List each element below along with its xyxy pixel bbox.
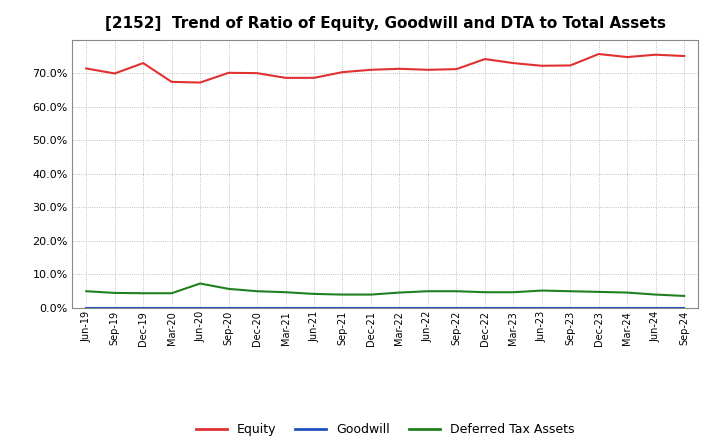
Deferred Tax Assets [452,289,461,294]
Deferred Tax Assets [282,290,290,295]
Equity [196,80,204,85]
Equity [652,52,660,57]
Deferred Tax Assets [537,288,546,293]
Legend: Equity, Goodwill, Deferred Tax Assets: Equity, Goodwill, Deferred Tax Assets [191,418,580,440]
Goodwill [253,305,261,310]
Goodwill [537,305,546,310]
Equity [623,55,631,60]
Goodwill [338,305,347,310]
Goodwill [509,305,518,310]
Deferred Tax Assets [225,286,233,292]
Line: Deferred Tax Assets: Deferred Tax Assets [86,283,684,296]
Deferred Tax Assets [310,291,318,297]
Equity [167,79,176,84]
Deferred Tax Assets [566,289,575,294]
Goodwill [395,305,404,310]
Deferred Tax Assets [253,289,261,294]
Deferred Tax Assets [595,289,603,294]
Goodwill [595,305,603,310]
Goodwill [167,305,176,310]
Equity [310,75,318,81]
Goodwill [366,305,375,310]
Equity [338,70,347,75]
Deferred Tax Assets [509,290,518,295]
Deferred Tax Assets [680,293,688,299]
Goodwill [282,305,290,310]
Goodwill [452,305,461,310]
Equity [82,66,91,71]
Deferred Tax Assets [139,290,148,296]
Goodwill [110,305,119,310]
Deferred Tax Assets [480,290,489,295]
Goodwill [652,305,660,310]
Equity [282,75,290,81]
Deferred Tax Assets [167,290,176,296]
Goodwill [225,305,233,310]
Deferred Tax Assets [423,289,432,294]
Deferred Tax Assets [196,281,204,286]
Goodwill [423,305,432,310]
Equity [139,60,148,66]
Deferred Tax Assets [110,290,119,296]
Equity [395,66,404,71]
Deferred Tax Assets [623,290,631,295]
Goodwill [566,305,575,310]
Goodwill [310,305,318,310]
Equity [452,66,461,72]
Goodwill [480,305,489,310]
Goodwill [82,305,91,310]
Equity [253,70,261,76]
Deferred Tax Assets [395,290,404,295]
Deferred Tax Assets [366,292,375,297]
Equity [110,71,119,76]
Line: Equity: Equity [86,54,684,83]
Equity [366,67,375,73]
Goodwill [196,305,204,310]
Deferred Tax Assets [82,289,91,294]
Equity [680,53,688,59]
Equity [509,60,518,66]
Title: [2152]  Trend of Ratio of Equity, Goodwill and DTA to Total Assets: [2152] Trend of Ratio of Equity, Goodwil… [104,16,666,32]
Goodwill [623,305,631,310]
Equity [537,63,546,68]
Goodwill [139,305,148,310]
Equity [225,70,233,75]
Equity [566,63,575,68]
Equity [423,67,432,73]
Equity [595,51,603,57]
Equity [480,56,489,62]
Goodwill [680,305,688,310]
Deferred Tax Assets [652,292,660,297]
Deferred Tax Assets [338,292,347,297]
